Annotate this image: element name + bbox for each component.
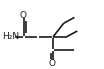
Text: O: O bbox=[49, 59, 56, 68]
Text: O: O bbox=[20, 11, 27, 20]
Text: H₂N: H₂N bbox=[2, 32, 19, 41]
